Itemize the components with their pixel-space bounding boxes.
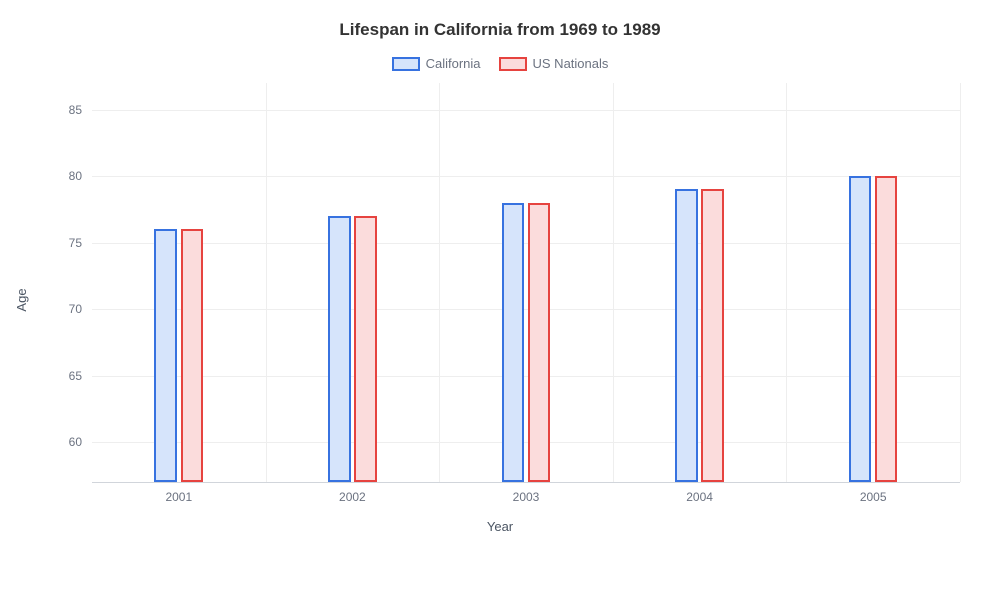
y-tick-label: 70 — [69, 302, 92, 316]
x-tick-label: 2005 — [860, 482, 887, 504]
chart-title: Lifespan in California from 1969 to 1989 — [30, 20, 970, 40]
y-tick-label: 80 — [69, 169, 92, 183]
vgridline — [439, 83, 440, 482]
vgridline — [960, 83, 961, 482]
y-tick-label: 65 — [69, 369, 92, 383]
gridline — [92, 243, 960, 244]
y-tick-label: 85 — [69, 103, 92, 117]
bar-us-nationals — [701, 189, 724, 482]
gridline — [92, 110, 960, 111]
legend-item-california: California — [392, 56, 481, 71]
legend-label-california: California — [426, 56, 481, 71]
plot-area: 60657075808520012002200320042005 — [92, 83, 960, 483]
chart-container: Lifespan in California from 1969 to 1989… — [0, 0, 1000, 600]
legend-swatch-california — [392, 57, 420, 71]
vgridline — [266, 83, 267, 482]
gridline — [92, 176, 960, 177]
bar-us-nationals — [354, 216, 377, 482]
vgridline — [786, 83, 787, 482]
x-tick-label: 2003 — [513, 482, 540, 504]
bar-california — [328, 216, 351, 482]
x-tick-label: 2001 — [165, 482, 192, 504]
bar-california — [675, 189, 698, 482]
x-tick-label: 2004 — [686, 482, 713, 504]
bar-california — [154, 229, 177, 482]
y-tick-label: 75 — [69, 236, 92, 250]
chart-legend: California US Nationals — [30, 56, 970, 71]
legend-item-us-nationals: US Nationals — [499, 56, 609, 71]
gridline — [92, 442, 960, 443]
plot: 60657075808520012002200320042005 — [92, 83, 960, 513]
y-axis-label: Age — [14, 288, 29, 311]
bar-us-nationals — [528, 203, 551, 482]
bar-us-nationals — [875, 176, 898, 482]
bar-california — [849, 176, 872, 482]
bar-us-nationals — [181, 229, 204, 482]
gridline — [92, 309, 960, 310]
bar-california — [502, 203, 525, 482]
x-axis-label: Year — [30, 519, 970, 534]
y-tick-label: 60 — [69, 435, 92, 449]
vgridline — [613, 83, 614, 482]
x-tick-label: 2002 — [339, 482, 366, 504]
gridline — [92, 376, 960, 377]
legend-label-us-nationals: US Nationals — [533, 56, 609, 71]
legend-swatch-us-nationals — [499, 57, 527, 71]
